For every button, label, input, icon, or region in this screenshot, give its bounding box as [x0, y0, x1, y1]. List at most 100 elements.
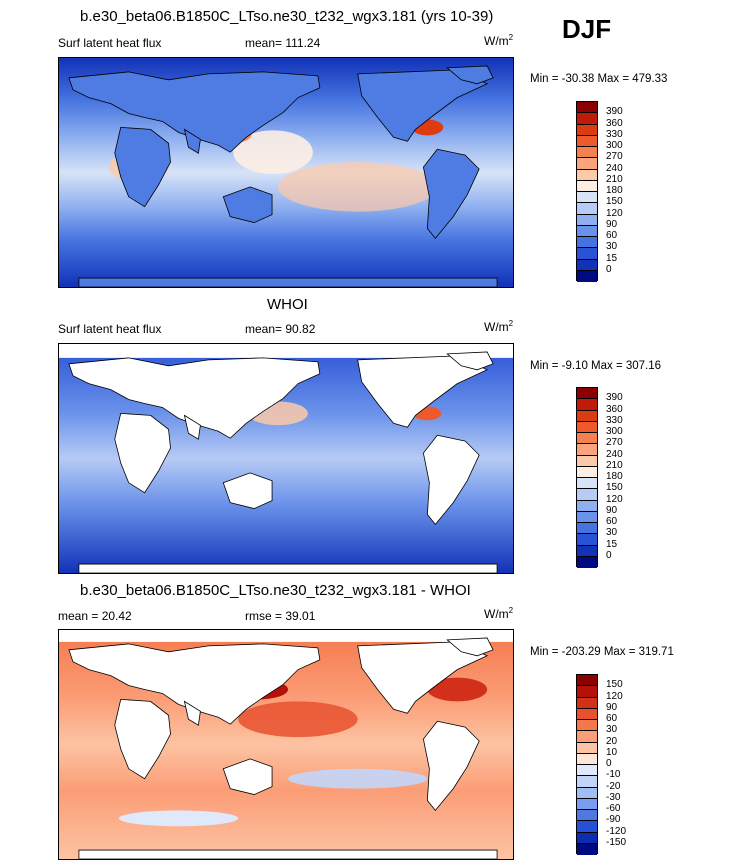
colorbar-tick-label: 360: [606, 403, 623, 415]
colorbar-tick-label: 330: [606, 414, 623, 426]
season-label: DJF: [562, 14, 612, 44]
panel2-mean-label: mean= 90.82: [245, 322, 316, 336]
colorbar-box: [577, 225, 597, 237]
colorbar-tick-label: 90: [606, 701, 618, 713]
colorbar-tick-label: 210: [606, 459, 623, 471]
colorbar-tick-label: 270: [606, 151, 623, 163]
colorbar-box: [577, 466, 597, 478]
colorbar-box: [577, 102, 597, 114]
colorbar-tick-label: 30: [606, 724, 618, 736]
colorbar-box: [577, 214, 597, 226]
colorbar-tick-label: -60: [606, 803, 621, 814]
colorbar-box: [577, 147, 597, 159]
colorbar-box: [577, 556, 597, 568]
panel2-variable-label: Surf latent heat flux: [58, 322, 162, 336]
colorbar-box: [577, 810, 597, 822]
colorbar-box: [577, 399, 597, 411]
colorbar-tick-label: 10: [606, 746, 618, 758]
panel1-variable-label: Surf latent heat flux: [58, 36, 162, 50]
colorbar-tick-label: -20: [606, 780, 621, 792]
colorbar-box: [577, 500, 597, 512]
colorbar-box: [577, 686, 597, 698]
colorbar-tick-label: 240: [606, 162, 623, 174]
colorbar-tick-label: 270: [606, 437, 623, 449]
panel1-colorbar: [576, 101, 598, 282]
colorbar-box: [577, 444, 597, 456]
colorbar-box: [577, 248, 597, 260]
colorbar-box: [577, 270, 597, 282]
colorbar-tick-label: 120: [606, 207, 623, 219]
colorbar-box: [577, 787, 597, 799]
colorbar-box: [577, 259, 597, 271]
panel1-minmax: Min = -30.38 Max = 479.33: [530, 73, 668, 85]
colorbar-box: [577, 765, 597, 777]
colorbar-tick-label: 90: [606, 218, 618, 230]
colorbar-tick-label: 390: [606, 392, 623, 404]
colorbar-box: [577, 410, 597, 422]
panel2-colorbar: [576, 387, 598, 568]
colorbar-box: [577, 192, 597, 204]
panel2-units: W/m2: [484, 319, 514, 334]
colorbar-tick-label: 300: [606, 426, 623, 437]
colorbar-box: [577, 843, 597, 855]
panel1-map: [58, 57, 514, 288]
colorbar-tick-label: 15: [606, 538, 618, 550]
colorbar-tick-label: 15: [606, 252, 618, 264]
colorbar-box: [577, 753, 597, 765]
colorbar-box: [577, 124, 597, 136]
colorbar-tick-label: 150: [606, 482, 623, 494]
colorbar-box: [577, 113, 597, 125]
colorbar-tick-label: 390: [606, 106, 623, 118]
colorbar-box: [577, 135, 597, 147]
colorbar-tick-label: 60: [606, 516, 618, 527]
colorbar-tick-label: -10: [606, 769, 621, 781]
colorbar-tick-label: 300: [606, 140, 623, 151]
colorbar-box: [577, 731, 597, 743]
colorbar-box: [577, 237, 597, 249]
colorbar-box: [577, 388, 597, 400]
colorbar-tick-label: 60: [606, 230, 618, 241]
colorbar-box: [577, 545, 597, 557]
colorbar-box: [577, 203, 597, 215]
colorbar-tick-label: 120: [606, 690, 623, 702]
colorbar-box: [577, 708, 597, 720]
colorbar-box: [577, 675, 597, 687]
colorbar-tick-label: 210: [606, 173, 623, 185]
colorbar-tick-label: 360: [606, 117, 623, 129]
colorbar-box: [577, 158, 597, 170]
panel1-units: W/m2: [484, 33, 514, 48]
colorbar-tick-label: 150: [606, 196, 623, 208]
panel2-minmax: Min = -9.10 Max = 307.16: [530, 360, 662, 372]
colorbar-tick-label: -120: [606, 825, 627, 837]
colorbar-tick-label: 180: [606, 185, 623, 196]
colorbar-box: [577, 455, 597, 467]
colorbar-box: [577, 720, 597, 732]
colorbar-tick-label: 180: [606, 471, 623, 482]
colorbar-box: [577, 742, 597, 754]
panel1-title: b.e30_beta06.B1850C_LTso.ne30_t232_wgx3.…: [80, 8, 494, 25]
panel3-map: [58, 629, 514, 860]
colorbar-box: [577, 832, 597, 844]
colorbar-box: [577, 776, 597, 788]
panel3-colorbar: [576, 674, 598, 855]
colorbar-box: [577, 478, 597, 490]
colorbar-tick-label: 90: [606, 504, 618, 516]
colorbar-box: [577, 821, 597, 833]
colorbar-box: [577, 421, 597, 433]
colorbar-box: [577, 180, 597, 192]
colorbar-tick-label: 240: [606, 448, 623, 460]
colorbar-box: [577, 523, 597, 535]
panel2-map: [58, 343, 514, 574]
panel2-title: WHOI: [267, 296, 308, 313]
colorbar-box: [577, 433, 597, 445]
panel3-mean-label: mean = 20.42: [58, 609, 132, 623]
panel3-title: b.e30_beta06.B1850C_LTso.ne30_t232_wgx3.…: [80, 582, 471, 599]
colorbar-tick-label: -30: [606, 791, 621, 803]
colorbar-box: [577, 798, 597, 810]
colorbar-tick-label: 20: [606, 735, 618, 747]
colorbar-box: [577, 489, 597, 501]
colorbar-box: [577, 697, 597, 709]
panel3-minmax: Min = -203.29 Max = 319.71: [530, 646, 674, 658]
colorbar-tick-label: 330: [606, 128, 623, 140]
panel3-units: W/m2: [484, 606, 514, 621]
